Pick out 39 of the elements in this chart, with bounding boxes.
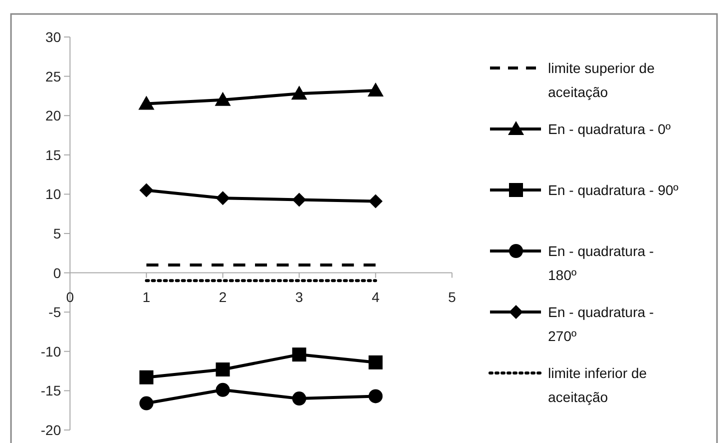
legend-label: limite inferior de aceitação <box>548 365 648 405</box>
point <box>216 191 230 206</box>
point <box>368 82 384 96</box>
point <box>139 370 154 384</box>
y-tick-label: 15 <box>45 146 62 163</box>
x-tick-label: 0 <box>66 288 74 305</box>
y-tick-label: -5 <box>48 304 62 320</box>
point <box>216 362 230 376</box>
legend-label: En - quadratura - 270º <box>548 304 654 344</box>
point <box>292 348 306 362</box>
x-tick-label: 3 <box>295 288 304 305</box>
x-tick-label: 5 <box>448 288 456 305</box>
legend-label: En - quadratura - 0º <box>548 121 671 137</box>
point <box>139 396 154 410</box>
point <box>292 192 306 207</box>
point <box>368 194 383 208</box>
point <box>368 355 383 370</box>
y-tick-label: 0 <box>53 264 62 281</box>
point <box>214 92 231 106</box>
point <box>291 86 308 100</box>
y-tick-label: 20 <box>45 108 62 124</box>
x-tick-label: 2 <box>218 288 227 305</box>
y-tick-label: 10 <box>45 186 62 202</box>
y-tick-label: 25 <box>45 68 62 84</box>
point <box>368 389 383 404</box>
legend-label: En - quadratura - 180º <box>548 243 654 283</box>
legend-label: limite superior de aceitação <box>548 60 655 100</box>
y-tick-label: -20 <box>40 422 62 438</box>
point <box>139 183 154 198</box>
x-tick-label: 4 <box>372 288 380 305</box>
point <box>138 96 154 110</box>
y-tick-label: 5 <box>53 226 62 242</box>
x-tick-label: 1 <box>142 288 150 305</box>
legend-label: En - quadratura - 90º <box>548 182 678 198</box>
point <box>216 382 230 397</box>
point <box>292 392 306 406</box>
y-tick-label: -10 <box>40 343 62 360</box>
y-tick-label: -15 <box>40 382 62 399</box>
y-tick-label: 30 <box>45 29 62 45</box>
